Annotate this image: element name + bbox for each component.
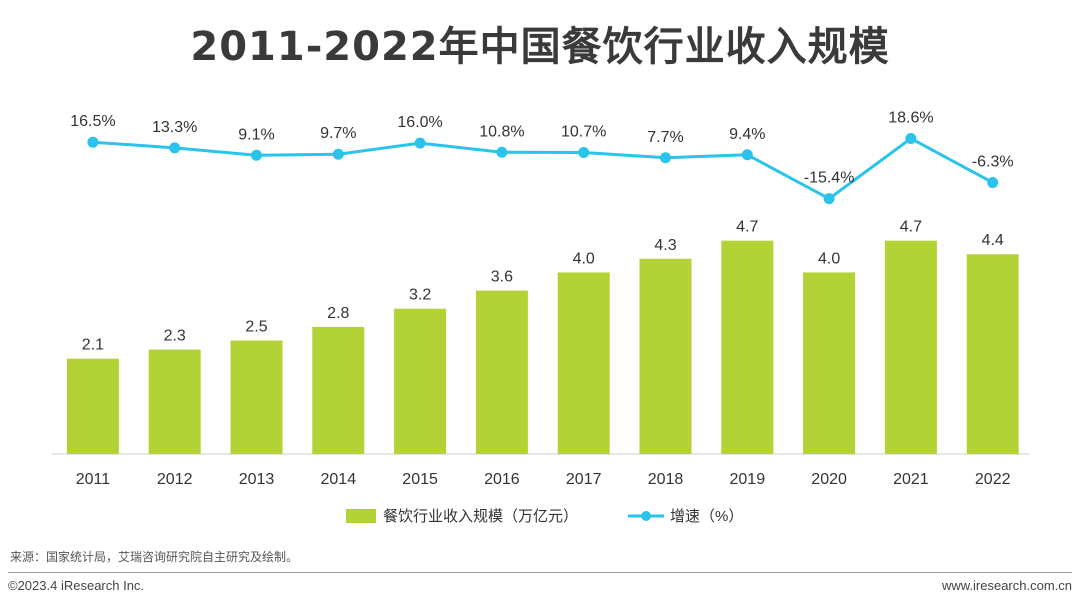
x-tick-2017: 2017	[566, 471, 602, 488]
growth-label-2015: 16.0%	[397, 114, 442, 131]
website-text: www.iresearch.com.cn	[941, 578, 1072, 593]
x-tick-2019: 2019	[730, 471, 766, 488]
x-tick-2020: 2020	[811, 471, 847, 488]
growth-point-2011	[87, 136, 99, 148]
legend-bar-label: 餐饮行业收入规模（万亿元）	[383, 508, 578, 525]
source-note: 来源：国家统计局，艾瑞咨询研究院自主研究及绘制。	[10, 550, 299, 564]
x-tick-2014: 2014	[321, 471, 357, 488]
growth-point-2020	[823, 193, 835, 205]
growth-point-2017	[578, 146, 590, 158]
x-tick-2015: 2015	[402, 471, 438, 488]
x-tick-2018: 2018	[648, 471, 684, 488]
growth-value-labels: 16.5% 13.3% 9.1% 9.7% 16.0% 10.8% 10.7% 7.7% 9.4…	[70, 109, 1013, 186]
bar-value-labels: 2.1 2.3 2.5 2.8 3.2 3.6 4.0 4.3 4.7 4.0 4.7 4.4	[82, 219, 1004, 354]
legend-line-marker	[641, 511, 651, 521]
growth-label-2018: 7.7%	[647, 129, 683, 146]
growth-point-2015	[414, 137, 426, 149]
growth-point-2019	[741, 149, 753, 161]
bar-label-2015: 3.2	[409, 287, 431, 304]
bar-label-2016: 3.6	[491, 269, 513, 286]
bar-2014	[312, 326, 365, 454]
x-tick-2012: 2012	[157, 471, 193, 488]
x-tick-2011: 2011	[76, 471, 111, 488]
bar-2017	[557, 272, 610, 454]
bar-label-2022: 4.4	[982, 232, 1004, 249]
growth-label-2014: 9.7%	[320, 125, 356, 142]
bar-label-2011: 2.1	[82, 337, 104, 354]
growth-label-2013: 9.1%	[238, 126, 274, 143]
growth-label-2021: 18.6%	[888, 109, 933, 126]
growth-point-2013	[251, 149, 262, 161]
growth-line-series	[87, 132, 999, 205]
growth-label-2019: 9.4%	[729, 126, 765, 143]
growth-line	[92, 136, 994, 201]
growth-point-2022	[987, 177, 999, 189]
growth-point-2018	[660, 152, 671, 164]
bar-label-2019: 4.7	[736, 219, 758, 236]
legend: 餐饮行业收入规模（万亿元） 增速（%）	[346, 508, 743, 525]
growth-label-2012: 13.3%	[152, 119, 197, 136]
growth-point-2012	[169, 142, 181, 154]
growth-point-2016	[496, 146, 508, 158]
bar-label-2017: 4.0	[573, 250, 595, 267]
legend-line-label: 增速（%）	[670, 508, 743, 525]
x-axis-tick-labels: 2011 2012 2013 2014 2015 2016 2017 2018 2019 2020…	[76, 471, 1011, 488]
growth-point-2021	[905, 132, 917, 144]
legend-bar-swatch	[346, 509, 376, 523]
x-tick-2022: 2022	[975, 471, 1011, 488]
growth-label-2020: -15.4%	[804, 170, 855, 187]
bar-2020	[803, 272, 856, 454]
bar-label-2014: 2.8	[327, 305, 349, 322]
bar-label-2020: 4.0	[818, 250, 840, 267]
bar-label-2021: 4.7	[900, 219, 922, 236]
bar-2013	[230, 340, 283, 454]
bar-2018	[639, 258, 692, 454]
bar-2022	[966, 254, 1019, 454]
bar-label-2018: 4.3	[654, 237, 676, 254]
bar-series	[66, 240, 1019, 454]
bar-2019	[721, 240, 774, 454]
footer-divider	[8, 572, 1072, 573]
growth-label-2017: 10.7%	[561, 123, 606, 140]
copyright-text: ©2023.4 iResearch Inc.	[8, 578, 145, 593]
growth-label-2011: 16.5%	[70, 113, 115, 130]
bar-2021	[884, 240, 937, 454]
x-tick-2016: 2016	[484, 471, 520, 488]
x-tick-2021: 2021	[893, 471, 929, 488]
chart-canvas: 2.1 2.3 2.5 2.8 3.2 3.6 4.0 4.3 4.7 4.0 4.7 4.4 201…	[52, 109, 1030, 525]
bar-2015	[394, 308, 447, 454]
bar-2012	[148, 349, 201, 454]
bar-2016	[475, 290, 528, 454]
bar-2011	[66, 358, 119, 454]
chart-title: 2011-2022年中国餐饮行业收入规模	[190, 24, 890, 70]
growth-point-2014	[332, 148, 344, 160]
bar-label-2012: 2.3	[164, 328, 186, 345]
x-tick-2013: 2013	[239, 471, 275, 488]
growth-label-2016: 10.8%	[479, 123, 524, 140]
growth-label-2022: -6.3%	[972, 154, 1014, 171]
bar-label-2013: 2.5	[245, 319, 267, 336]
